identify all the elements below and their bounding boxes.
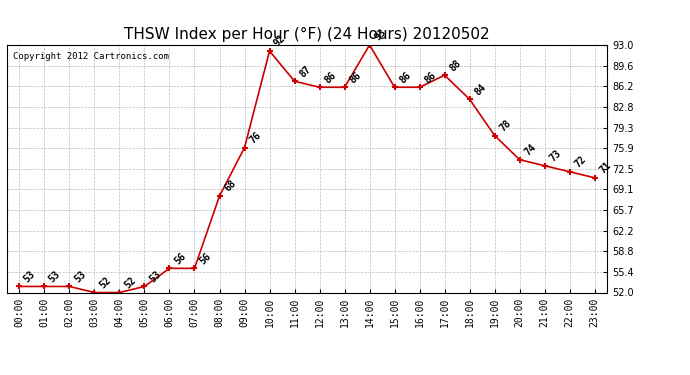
Text: 92: 92	[273, 33, 288, 49]
Text: 86: 86	[422, 70, 437, 85]
Text: 86: 86	[397, 70, 413, 85]
Text: 93: 93	[373, 27, 388, 43]
Text: 72: 72	[573, 154, 588, 170]
Text: Copyright 2012 Cartronics.com: Copyright 2012 Cartronics.com	[13, 53, 169, 62]
Text: 86: 86	[347, 70, 363, 85]
Text: 87: 87	[297, 64, 313, 79]
Text: 56: 56	[172, 251, 188, 266]
Text: 52: 52	[97, 275, 112, 290]
Text: 52: 52	[122, 275, 137, 290]
Text: 53: 53	[22, 269, 37, 284]
Text: 78: 78	[497, 118, 513, 134]
Text: 88: 88	[447, 58, 463, 73]
Text: 53: 53	[47, 269, 63, 284]
Text: 68: 68	[222, 178, 237, 194]
Title: THSW Index per Hour (°F) (24 Hours) 20120502: THSW Index per Hour (°F) (24 Hours) 2012…	[124, 27, 490, 42]
Text: 76: 76	[247, 130, 263, 146]
Text: 53: 53	[72, 269, 88, 284]
Text: 53: 53	[147, 269, 163, 284]
Text: 56: 56	[197, 251, 213, 266]
Text: 71: 71	[598, 160, 613, 176]
Text: 74: 74	[522, 142, 538, 158]
Text: 84: 84	[473, 82, 488, 97]
Text: 86: 86	[322, 70, 337, 85]
Text: 73: 73	[547, 148, 563, 164]
